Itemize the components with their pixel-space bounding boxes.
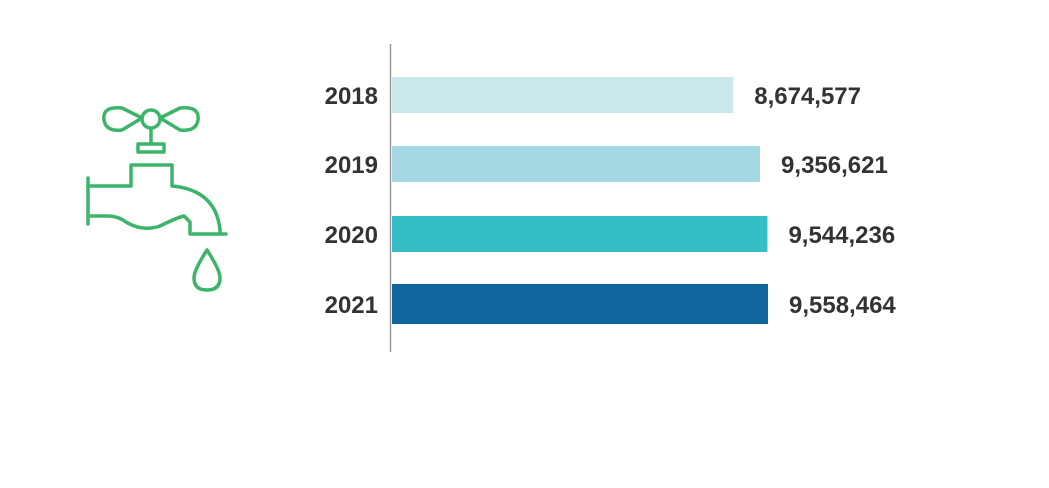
category-label-2021: 2021	[325, 292, 378, 319]
bar-2018	[392, 77, 734, 113]
bar-2020	[392, 216, 768, 252]
bar-2019	[392, 146, 761, 182]
value-label-2019: 9,356,621	[781, 152, 888, 179]
value-label-2020: 9,544,236	[788, 222, 895, 249]
category-label-2019: 2019	[325, 152, 378, 179]
value-label-2018: 8,674,577	[754, 83, 861, 110]
value-label-2021: 9,558,464	[789, 292, 896, 319]
bar-2021	[392, 284, 768, 324]
water-faucet-icon	[86, 106, 228, 292]
category-label-2018: 2018	[325, 83, 378, 110]
category-label-2020: 2020	[325, 222, 378, 249]
